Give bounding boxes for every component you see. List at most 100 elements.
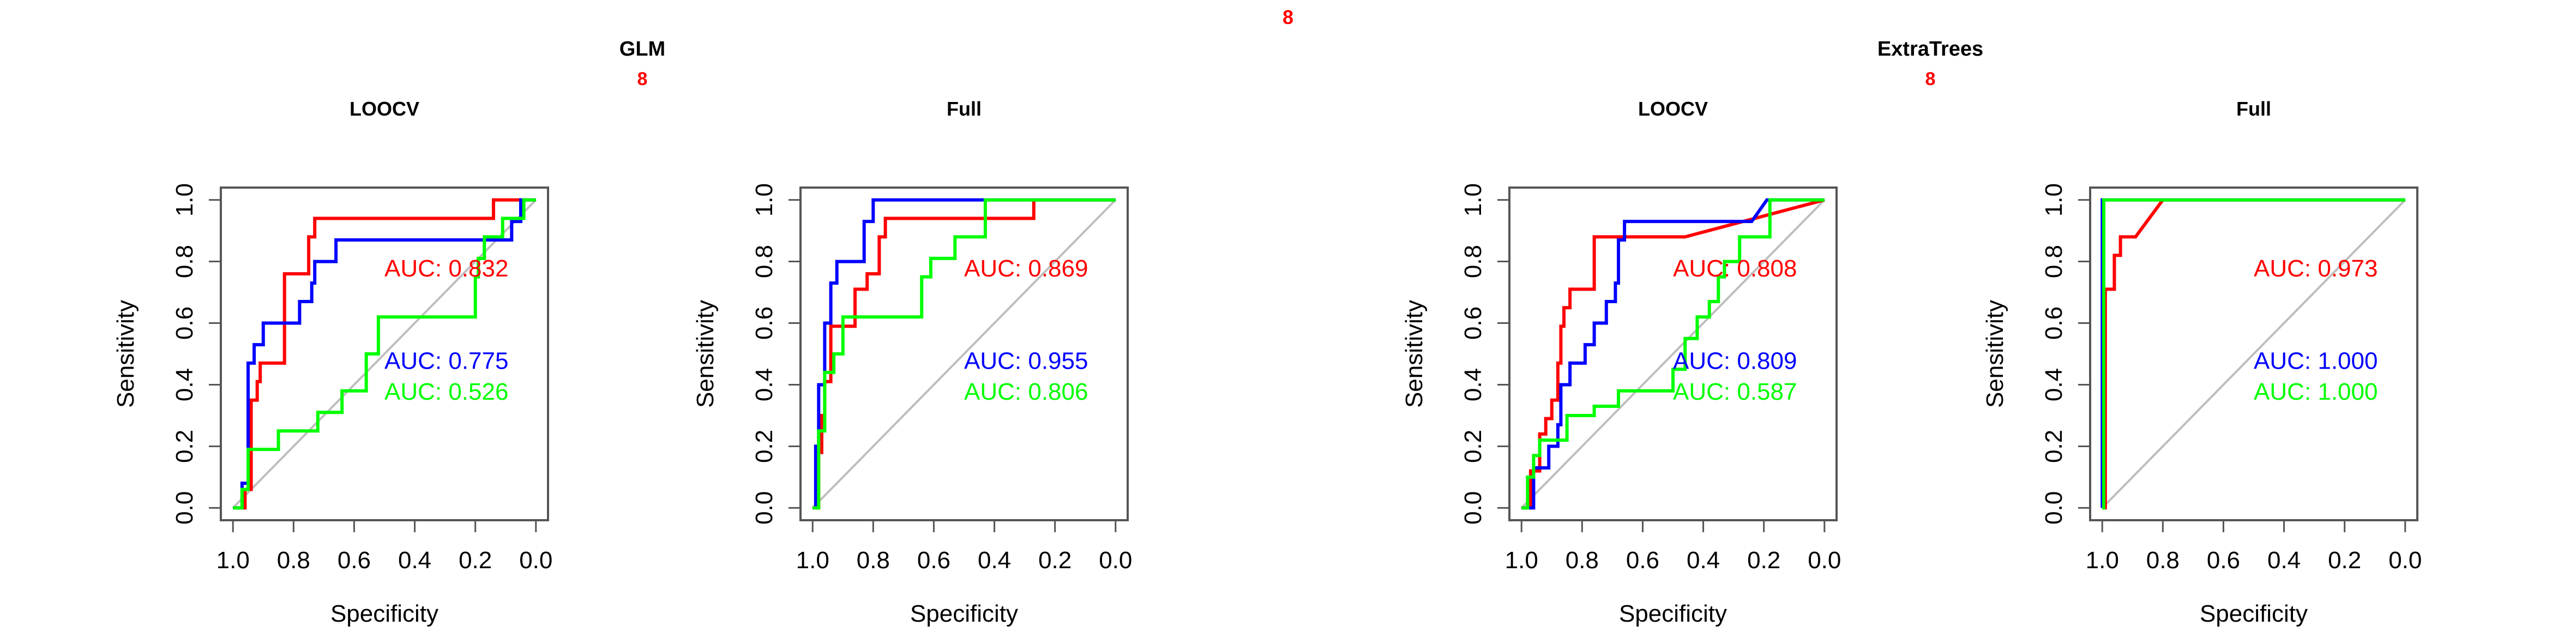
y-tick-label: 0.6	[171, 306, 198, 340]
x-tick-label: 1.0	[216, 547, 250, 574]
y-tick-label: 0.6	[1460, 306, 1486, 340]
y-axis: 0.0 0.2 0.4 0.6 0.8 1.0 Sensitivity	[112, 183, 222, 525]
y-axis-label: Sensitivity	[112, 300, 139, 408]
panel-title: Full	[947, 98, 982, 120]
auc-label-series-2: AUC: 0.806	[964, 378, 1088, 405]
y-tick-label: 0.6	[751, 306, 778, 340]
y-tick-label: 0.0	[751, 491, 778, 525]
y-tick-label: 0.4	[751, 368, 778, 401]
y-axis-label: Sensitivity	[1401, 300, 1428, 408]
y-axis: 0.0 0.2 0.4 0.6 0.8 1.0 Sensitivity	[692, 183, 802, 525]
x-tick-label: 0.6	[338, 547, 371, 574]
y-tick-label: 0.8	[2041, 245, 2067, 278]
y-tick-label: 0.0	[171, 491, 198, 525]
x-axis: 1.0 0.8 0.6 0.4 0.2 0.0 Specificity	[2086, 519, 2422, 627]
x-tick-label: 1.0	[796, 547, 829, 574]
auc-label-series-1: AUC: 0.955	[964, 347, 1088, 374]
auc-label-series-1: AUC: 0.775	[384, 347, 508, 374]
y-tick-label: 0.8	[1460, 245, 1486, 278]
y-tick-label: 0.4	[1460, 368, 1486, 401]
y-tick-label: 0.2	[1460, 430, 1486, 463]
roc-curve-series-1	[233, 198, 536, 510]
y-tick-label: 0.8	[751, 245, 778, 278]
x-tick-label: 0.8	[857, 547, 890, 574]
x-tick-label: 0.2	[459, 547, 492, 574]
roc-curve-series-2	[812, 198, 1116, 510]
auc-label-series-2: AUC: 1.000	[2254, 378, 2378, 405]
roc-curve-series-2	[2102, 198, 2405, 510]
group-sublabel-extratrees: 8	[1925, 69, 1936, 89]
x-tick-label: 1.0	[2086, 547, 2119, 574]
roc-panel-0: LOOCV 1.0 0.8 0.6 0.4 0.2 0.0 Specificity 0.0 0.2…	[112, 98, 552, 627]
roc-curve-series-2	[1521, 198, 1825, 510]
y-tick-label: 0.0	[2041, 491, 2067, 525]
y-tick-label: 0.4	[2041, 368, 2067, 401]
x-tick-label: 0.4	[2267, 547, 2301, 574]
x-tick-label: 0.4	[978, 547, 1011, 574]
panel-title: LOOCV	[350, 98, 419, 120]
x-axis-label: Specificity	[1619, 600, 1727, 627]
y-tick-label: 0.4	[171, 368, 198, 401]
auc-label-series-0: AUC: 0.832	[384, 255, 508, 282]
y-tick-label: 1.0	[751, 183, 778, 216]
x-tick-label: 0.8	[1566, 547, 1599, 574]
roc-curve-series-1	[1521, 198, 1825, 510]
top-annotation: 8	[1283, 6, 1293, 28]
x-tick-label: 0.6	[2207, 547, 2240, 574]
roc-panel-2: LOOCV 1.0 0.8 0.6 0.4 0.2 0.0 Specificity 0.0 0.2…	[1401, 98, 1841, 627]
chance-diagonal-line	[811, 199, 1117, 509]
chance-diagonal-line	[2101, 199, 2406, 509]
y-axis-label: Sensitivity	[1982, 300, 2008, 408]
y-axis-label: Sensitivity	[692, 300, 719, 408]
x-tick-label: 0.2	[1038, 547, 1072, 574]
y-tick-label: 1.0	[2041, 183, 2067, 216]
x-tick-label: 0.0	[1099, 547, 1132, 574]
y-tick-label: 1.0	[171, 183, 198, 216]
auc-label-series-0: AUC: 0.973	[2254, 255, 2378, 282]
auc-label-series-0: AUC: 0.869	[964, 255, 1088, 282]
x-tick-label: 0.2	[2328, 547, 2361, 574]
x-tick-label: 0.6	[1626, 547, 1659, 574]
auc-label-series-1: AUC: 0.809	[1673, 347, 1797, 374]
y-tick-label: 1.0	[1460, 183, 1486, 216]
auc-label-series-2: AUC: 0.587	[1673, 378, 1797, 405]
x-tick-label: 0.8	[2146, 547, 2180, 574]
group-title-extratrees: ExtraTrees	[1877, 38, 1983, 61]
y-tick-label: 0.2	[751, 430, 778, 463]
x-tick-label: 0.4	[398, 547, 431, 574]
panel-title: Full	[2236, 98, 2271, 120]
y-tick-label: 0.2	[171, 430, 198, 463]
roc-curve-series-0	[812, 198, 1116, 510]
y-tick-label: 0.2	[2041, 430, 2067, 463]
group-sublabel-glm: 8	[637, 69, 648, 89]
x-tick-label: 0.2	[1747, 547, 1780, 574]
auc-label-series-2: AUC: 0.526	[384, 378, 508, 405]
x-axis: 1.0 0.8 0.6 0.4 0.2 0.0 Specificity	[1505, 519, 1841, 627]
y-tick-label: 0.0	[1460, 491, 1486, 525]
x-tick-label: 0.0	[1808, 547, 1841, 574]
roc-curve-series-0	[1521, 198, 1825, 510]
y-axis: 0.0 0.2 0.4 0.6 0.8 1.0 Sensitivity	[1401, 183, 1510, 525]
x-axis-label: Specificity	[330, 600, 438, 627]
x-axis-label: Specificity	[910, 600, 1018, 627]
group-title-glm: GLM	[619, 38, 665, 61]
x-tick-label: 0.8	[277, 547, 310, 574]
roc-curve-series-2	[233, 198, 536, 510]
auc-label-series-0: AUC: 0.808	[1673, 255, 1797, 282]
y-axis: 0.0 0.2 0.4 0.6 0.8 1.0 Sensitivity	[1982, 183, 2091, 525]
x-axis: 1.0 0.8 0.6 0.4 0.2 0.0 Specificity	[216, 519, 552, 627]
chance-diagonal-line	[1520, 199, 1826, 509]
x-tick-label: 0.4	[1687, 547, 1720, 574]
y-tick-label: 0.6	[2041, 306, 2067, 340]
auc-label-series-1: AUC: 1.000	[2254, 347, 2378, 374]
x-tick-label: 1.0	[1505, 547, 1538, 574]
x-axis: 1.0 0.8 0.6 0.4 0.2 0.0 Specificity	[796, 519, 1132, 627]
panel-title: LOOCV	[1638, 98, 1708, 120]
x-tick-label: 0.0	[2388, 547, 2422, 574]
x-tick-label: 0.6	[917, 547, 950, 574]
x-tick-label: 0.0	[519, 547, 552, 574]
